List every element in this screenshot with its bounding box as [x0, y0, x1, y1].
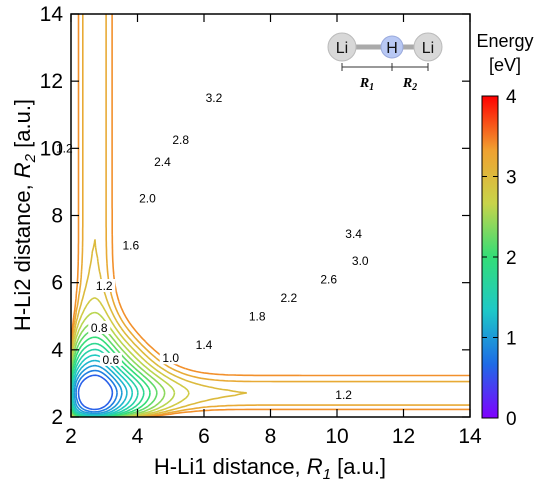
molecule-inset: Li H Li R1 R2 — [326, 22, 444, 96]
r1-label-var: R — [359, 76, 369, 91]
y-axis-title-prefix: H-Li2 distance, — [10, 178, 35, 331]
r2-label: R2 — [402, 76, 417, 93]
y-tick-label: 8 — [51, 205, 63, 228]
contour-label: 1.0 — [162, 351, 179, 365]
contour-label-bg — [349, 253, 372, 267]
colorbar-ticks: 0 1 2 3 4 — [482, 87, 517, 430]
x-axis-title: H-Li1 distance, R1 [a.u.] — [154, 454, 386, 483]
colorbar-tick-label: 1 — [506, 329, 517, 350]
colorbar-tick-label: 3 — [506, 168, 517, 189]
x-tick-label: 6 — [198, 425, 210, 448]
r2-label-var: R — [402, 76, 412, 91]
y-tick-label: 12 — [40, 70, 63, 93]
contour-labels: 0.6 0.8 1.0 1.2 1.2 1.2 1.4 1.6 1.8 2.0 2.2 2.4 2.6 2… — [53, 90, 372, 402]
contour-label-bg — [317, 272, 340, 286]
contour-label-bg — [342, 226, 365, 240]
y-tick-label: 2 — [51, 406, 63, 429]
contour-label: 1.2 — [335, 388, 352, 402]
contour-label-bg — [93, 279, 116, 293]
atom-li2-label: Li — [422, 40, 434, 57]
contour-label-bg — [202, 90, 225, 104]
atom-h-label: H — [386, 40, 398, 57]
contour-label-bg — [159, 351, 182, 365]
x-tick-label: 2 — [65, 425, 77, 448]
contour-label: 2.2 — [280, 291, 297, 305]
contour-label: 1.6 — [123, 239, 140, 253]
colorbar-tick-label: 0 — [506, 409, 517, 430]
contour-label: 2.6 — [320, 272, 337, 286]
contour-label-bg — [136, 191, 159, 205]
x-axis-title-prefix: H-Li1 distance, — [154, 454, 307, 479]
contour-label: 1.4 — [196, 338, 213, 352]
x-axis-title-var: R — [307, 454, 323, 479]
colorbar-title-line1: Energy — [476, 31, 533, 51]
y-axis-title-var: R — [10, 162, 35, 178]
contour-label: 1.8 — [249, 309, 266, 323]
atom-li1-label: Li — [336, 40, 348, 57]
contour-label: 3.4 — [345, 227, 362, 241]
contour-label-bg — [119, 238, 142, 252]
contour-label: 2.0 — [139, 192, 156, 206]
y-axis-title-suffix: [a.u.] — [10, 99, 35, 154]
x-tick-label: 14 — [458, 425, 482, 448]
contour-line-0.8 — [75, 369, 118, 413]
atom-li1 — [327, 32, 357, 62]
y-tick-label: 4 — [51, 339, 63, 362]
colorbar-tick-label: 2 — [506, 248, 517, 269]
contour-label-bg — [88, 321, 111, 335]
r1-label-sub: 1 — [369, 82, 374, 93]
x-tick-label: 12 — [392, 425, 415, 448]
x-axis-title-suffix: [a.u.] — [331, 454, 386, 479]
contour-label: 3.0 — [352, 254, 369, 268]
contour-label: 2.8 — [172, 133, 189, 147]
atom-li2 — [413, 32, 443, 62]
contour-label-bg — [151, 154, 174, 168]
x-tick-label: 4 — [132, 425, 144, 448]
y-tick-label: 14 — [40, 3, 64, 26]
colorbar-tick-label: 4 — [506, 87, 517, 108]
contour-label: 1.2 — [96, 279, 113, 293]
y-axis-title: H-Li2 distance, R2 [a.u.] — [10, 99, 39, 331]
r2-label-sub: 2 — [411, 82, 417, 93]
contour-label-bg — [193, 337, 215, 351]
contour-label: 2.4 — [154, 155, 171, 169]
contour-label-bg — [53, 141, 76, 155]
contour-label: 0.8 — [91, 321, 108, 335]
y-tick-label: 10 — [40, 137, 63, 160]
y-tick-label: 6 — [51, 272, 63, 295]
x-tick-label: 10 — [325, 425, 348, 448]
contour-lines — [71, 14, 470, 417]
contour-line-1 — [73, 364, 123, 415]
contour-label-bg — [277, 290, 300, 304]
atom-h — [380, 35, 404, 59]
contour-label: 3.2 — [206, 91, 223, 105]
r1-label: R1 — [359, 76, 374, 93]
contour-label-bg — [332, 388, 355, 402]
colorbar-title-line2: [eV] — [489, 55, 521, 75]
contour-label: 1.2 — [56, 141, 73, 155]
contour-label-bg — [169, 132, 192, 146]
y-axis-title-sub: 2 — [22, 153, 39, 163]
contour-line-0.6 — [77, 374, 114, 411]
x-axis-title-sub: 1 — [323, 466, 331, 483]
x-axis-ticks: 2 4 6 8 10 12 14 — [65, 14, 482, 448]
x-tick-label: 8 — [265, 425, 277, 448]
contour-label: 0.6 — [103, 353, 120, 367]
contour-label-bg — [99, 352, 122, 366]
contour-label-bg — [246, 309, 269, 323]
